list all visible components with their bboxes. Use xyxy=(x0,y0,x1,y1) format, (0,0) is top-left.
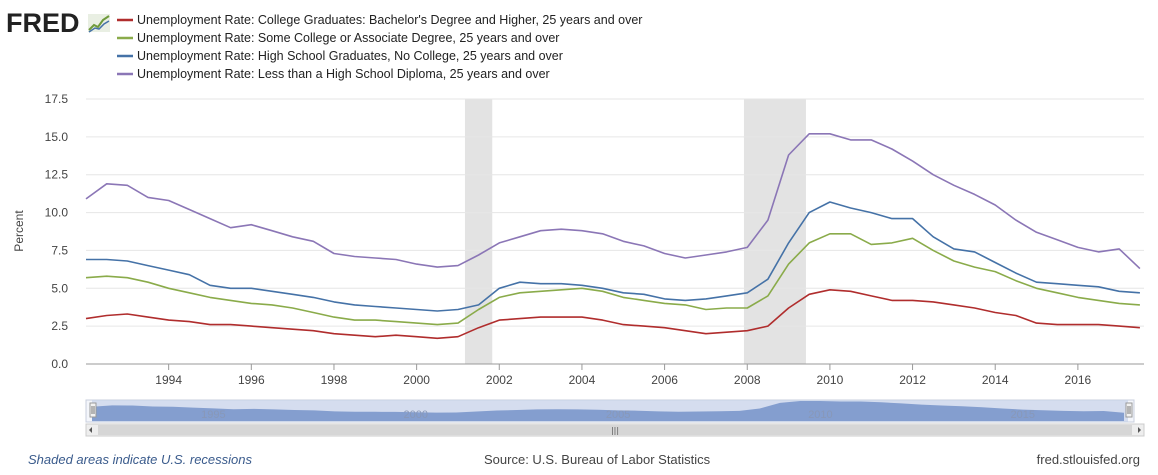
navigator-year-labels: 1995 2000 2005 2010 2015 xyxy=(201,409,1035,421)
fred-logo-chart-icon xyxy=(88,14,110,33)
fred-logo[interactable]: FRED xyxy=(6,8,110,38)
x-tick-label: 2016 xyxy=(1065,373,1092,387)
legend-label: Unemployment Rate: Less than a High Scho… xyxy=(137,67,550,81)
series-line-2[interactable] xyxy=(85,233,1140,326)
scrollbar-thumb[interactable] xyxy=(98,425,1132,435)
y-tick-label: 17.5 xyxy=(45,92,69,106)
x-tick-label: 2014 xyxy=(982,373,1009,387)
series-lines xyxy=(85,133,1141,340)
x-tick-label: 2008 xyxy=(734,373,761,387)
site-link[interactable]: fred.stlouisfed.org xyxy=(1036,452,1140,467)
scrollbar-grip-icon: ||| xyxy=(611,426,619,435)
navigator-year-label: 2000 xyxy=(404,409,428,421)
navigator-series-area xyxy=(92,401,1124,421)
y-axis-label: Percent xyxy=(12,210,26,252)
scroll-right-arrow-icon[interactable] xyxy=(1138,427,1141,433)
x-tick-label: 1998 xyxy=(321,373,348,387)
navigator-year-label: 2010 xyxy=(808,409,832,421)
y-tick-label: 10.0 xyxy=(45,206,69,220)
x-tick-label: 1996 xyxy=(238,373,265,387)
legend: Unemployment Rate: College Graduates: Ba… xyxy=(117,13,642,81)
x-axis-ticks: 1994 1996 1998 2000 2002 2004 2006 2008 2010 2012… xyxy=(86,363,1144,387)
y-tick-label: 5.0 xyxy=(51,281,68,295)
plot-area xyxy=(86,99,1144,364)
x-tick-label: 2000 xyxy=(403,373,430,387)
x-tick-label: 2004 xyxy=(569,373,596,387)
navigator-year-label: 2005 xyxy=(606,409,630,421)
y-axis-ticks: 0.0 2.5 5.0 7.5 10.0 12.5 15.0 17.5 xyxy=(45,92,69,371)
x-tick-label: 2010 xyxy=(817,373,844,387)
y-tick-label: 12.5 xyxy=(45,168,69,182)
x-tick-label: 2002 xyxy=(486,373,513,387)
legend-label: Unemployment Rate: High School Graduates… xyxy=(137,49,563,63)
y-tick-label: 15.0 xyxy=(45,130,69,144)
y-tick-label: 0.0 xyxy=(51,357,68,371)
x-tick-label: 2012 xyxy=(899,373,926,387)
navigator-year-label: 1995 xyxy=(201,409,225,421)
navigator-left-handle[interactable] xyxy=(89,402,97,418)
legend-item-4[interactable]: Unemployment Rate: Less than a High Scho… xyxy=(117,67,550,81)
source-label: Source: U.S. Bureau of Labor Statistics xyxy=(484,452,711,467)
x-tick-label: 2006 xyxy=(651,373,678,387)
legend-item-3[interactable]: Unemployment Rate: High School Graduates… xyxy=(117,49,563,63)
navigator-right-handle[interactable] xyxy=(1125,402,1133,418)
legend-item-1[interactable]: Unemployment Rate: College Graduates: Ba… xyxy=(117,13,642,27)
fred-logo-text: FRED xyxy=(6,8,80,38)
recession-note: Shaded areas indicate U.S. recessions xyxy=(28,452,253,467)
y-tick-label: 7.5 xyxy=(51,243,68,257)
legend-label: Unemployment Rate: Some College or Assoc… xyxy=(137,31,559,45)
series-line-3[interactable] xyxy=(86,201,1140,312)
y-tick-label: 2.5 xyxy=(51,319,68,333)
scroll-left-arrow-icon[interactable] xyxy=(89,427,92,433)
navigator-year-label: 2015 xyxy=(1011,409,1035,421)
recession-band-1 xyxy=(464,99,493,364)
legend-item-2[interactable]: Unemployment Rate: Some College or Assoc… xyxy=(117,31,559,45)
navigator-scrollbar[interactable]: ||| xyxy=(85,423,1145,437)
series-line-4[interactable] xyxy=(85,133,1141,270)
x-tick-label: 1994 xyxy=(155,373,182,387)
legend-label: Unemployment Rate: College Graduates: Ba… xyxy=(137,13,642,27)
series-line-1[interactable] xyxy=(85,288,1140,340)
navigator[interactable]: 1995 2000 2005 2010 2015 ||| xyxy=(85,399,1145,437)
